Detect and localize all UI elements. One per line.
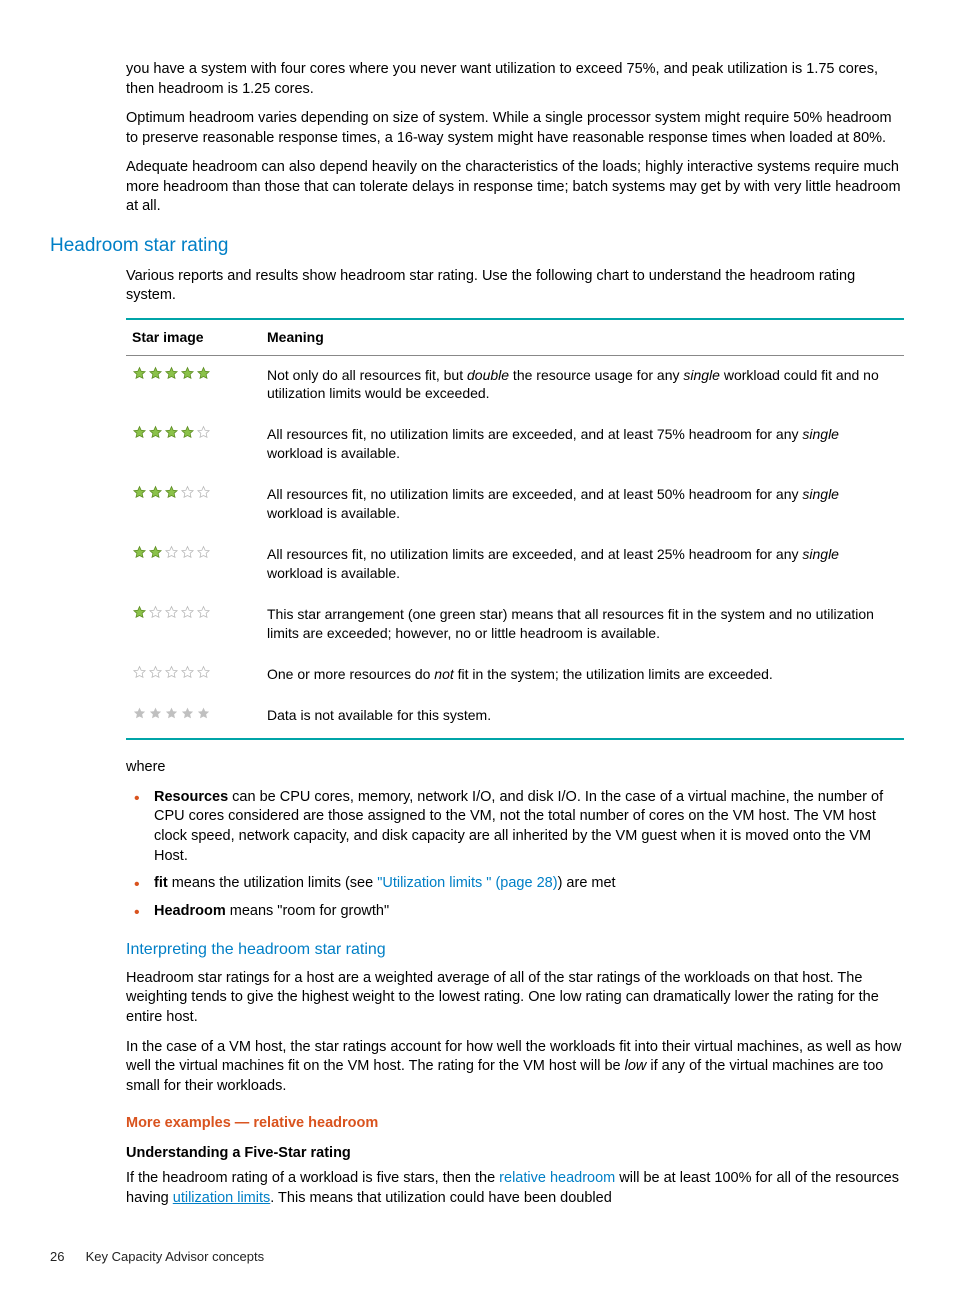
star-cell <box>126 696 261 739</box>
where-list: Resources can be CPU cores, memory, netw… <box>126 788 904 921</box>
star-icon-group <box>132 425 211 440</box>
bullet-resources: Resources can be CPU cores, memory, netw… <box>126 788 904 866</box>
utilization-limits-link[interactable]: "Utilization limits " (page 28) <box>377 875 557 891</box>
interp-p2: In the case of a VM host, the star ratin… <box>126 1038 904 1097</box>
star-cell <box>126 475 261 535</box>
star-icon-group <box>132 706 211 721</box>
star-icon-group <box>132 665 211 680</box>
table-row: This star arrangement (one green star) m… <box>126 595 904 655</box>
star-icon-group <box>132 605 211 620</box>
col-meaning: Meaning <box>261 319 904 355</box>
meaning-cell: Data is not available for this system. <box>261 696 904 739</box>
meaning-cell: Not only do all resources fit, but doubl… <box>261 355 904 415</box>
bold-heading: Understanding a Five-Star rating <box>126 1144 904 1164</box>
star-icon-group <box>132 366 211 381</box>
page-number: 26 <box>50 1248 82 1266</box>
utilization-limits-link2[interactable]: utilization limits <box>173 1190 271 1206</box>
table-row: All resources fit, no utilization limits… <box>126 415 904 475</box>
interp-p1: Headroom star ratings for a host are a w… <box>126 969 904 1028</box>
meaning-cell: This star arrangement (one green star) m… <box>261 595 904 655</box>
table-row: All resources fit, no utilization limits… <box>126 475 904 535</box>
meaning-cell: One or more resources do not fit in the … <box>261 655 904 697</box>
table-row: One or more resources do not fit in the … <box>126 655 904 697</box>
star-table: Star image Meaning Not only do all resou… <box>126 318 904 741</box>
sub-heading: Interpreting the headroom star rating <box>126 939 904 961</box>
star-cell <box>126 655 261 697</box>
meaning-cell: All resources fit, no utilization limits… <box>261 535 904 595</box>
meaning-cell: All resources fit, no utilization limits… <box>261 475 904 535</box>
star-cell <box>126 595 261 655</box>
table-row: Data is not available for this system. <box>126 696 904 739</box>
star-icon-group <box>132 545 211 560</box>
intro-p1: you have a system with four cores where … <box>126 60 904 99</box>
bullet-fit: fit means the utilization limits (see "U… <box>126 874 904 894</box>
star-cell <box>126 355 261 415</box>
relative-headroom-link[interactable]: relative headroom <box>499 1170 615 1186</box>
section-heading: Headroom star rating <box>50 233 904 259</box>
col-star-image: Star image <box>126 319 261 355</box>
five-star-p: If the headroom rating of a workload is … <box>126 1169 904 1208</box>
star-cell <box>126 415 261 475</box>
section-intro: Various reports and results show headroo… <box>126 267 904 306</box>
table-row: All resources fit, no utilization limits… <box>126 535 904 595</box>
page-footer: 26 Key Capacity Advisor concepts <box>50 1248 904 1266</box>
meaning-cell: All resources fit, no utilization limits… <box>261 415 904 475</box>
intro-p3: Adequate headroom can also depend heavil… <box>126 158 904 217</box>
star-cell <box>126 535 261 595</box>
orange-heading: More examples — relative headroom <box>126 1114 904 1134</box>
footer-title: Key Capacity Advisor concepts <box>86 1249 264 1264</box>
intro-p2: Optimum headroom varies depending on siz… <box>126 109 904 148</box>
where-label: where <box>126 758 904 778</box>
table-row: Not only do all resources fit, but doubl… <box>126 355 904 415</box>
bullet-headroom: Headroom means "room for growth" <box>126 902 904 922</box>
star-icon-group <box>132 485 211 500</box>
